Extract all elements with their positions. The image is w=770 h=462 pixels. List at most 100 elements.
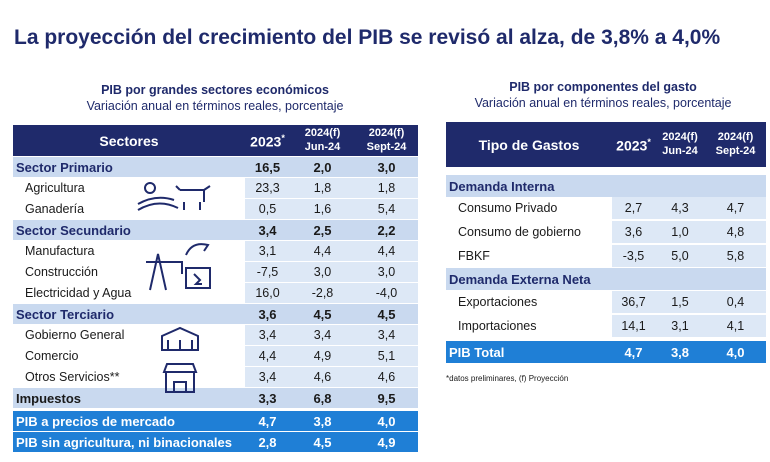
cell-value: 1,8 bbox=[377, 180, 396, 195]
cell-value: 23,3 bbox=[255, 180, 280, 195]
cell-value: 3,4 bbox=[258, 327, 277, 342]
row-bg bbox=[13, 432, 418, 453]
cell-value: 3,1 bbox=[258, 243, 277, 258]
column-header-sub: Jun-24 bbox=[304, 140, 341, 153]
cell-value: 5,0 bbox=[671, 248, 689, 263]
row-label: Importaciones bbox=[458, 318, 537, 333]
cell-value: 3,8 bbox=[313, 413, 332, 429]
row-label: Agricultura bbox=[25, 180, 85, 195]
table-subheading: Variación anual en términos reales, porc… bbox=[86, 99, 344, 113]
row-bg bbox=[245, 367, 418, 388]
cell-value: 0,5 bbox=[258, 201, 277, 216]
table-subheading: Variación anual en términos reales, porc… bbox=[474, 96, 732, 110]
row-label: Demanda Externa Neta bbox=[449, 271, 591, 287]
cell-value: 3,4 bbox=[377, 327, 396, 342]
row-line bbox=[13, 219, 418, 220]
row-label: PIB sin agricultura, ni binacionales bbox=[16, 434, 232, 450]
cell-value: 3,0 bbox=[377, 264, 396, 279]
table-heading: PIB por grandes sectores económicos bbox=[101, 83, 329, 97]
cell-value: 4,7 bbox=[624, 344, 643, 360]
row-bg bbox=[446, 341, 766, 364]
row-label: Exportaciones bbox=[458, 294, 538, 309]
row-line bbox=[13, 198, 418, 199]
row-line bbox=[13, 261, 418, 262]
row-bg bbox=[245, 199, 418, 220]
column-header: Sectores bbox=[99, 132, 159, 149]
cell-value: 4,0 bbox=[726, 344, 745, 360]
cell-value: 36,7 bbox=[621, 294, 646, 309]
cell-value: 4,5 bbox=[313, 434, 332, 450]
row-label: Comercio bbox=[25, 348, 79, 363]
row-line bbox=[13, 303, 418, 304]
column-header: 2023* bbox=[250, 132, 285, 150]
cell-value: 14,1 bbox=[621, 318, 646, 333]
cell-value: 4,5 bbox=[377, 306, 396, 322]
cell-value: 3,0 bbox=[377, 159, 396, 175]
table-header-bg bbox=[446, 122, 766, 167]
cell-value: 2,5 bbox=[313, 222, 332, 238]
row-line bbox=[446, 267, 766, 268]
cell-value: -2,8 bbox=[311, 285, 334, 300]
cell-value: 4,1 bbox=[726, 318, 745, 333]
row-bg bbox=[446, 175, 766, 198]
row-bg bbox=[612, 221, 766, 244]
column-header: 2024(f) bbox=[662, 130, 698, 143]
cell-value: 3,6 bbox=[258, 306, 277, 322]
row-bg bbox=[446, 268, 766, 291]
row-bg bbox=[13, 220, 418, 241]
cell-value: 2,7 bbox=[624, 200, 643, 215]
row-label: Consumo Privado bbox=[458, 200, 558, 215]
row-label: Sector Secundario bbox=[16, 222, 131, 238]
row-bg bbox=[612, 315, 766, 338]
column-header-sub: Sept-24 bbox=[366, 140, 407, 153]
cell-value: 3,0 bbox=[313, 264, 332, 279]
cell-value: 4,4 bbox=[258, 348, 277, 363]
cell-value: -4,0 bbox=[375, 285, 398, 300]
column-header: Tipo de Gastos bbox=[478, 136, 580, 153]
cell-value: 3,3 bbox=[258, 390, 277, 406]
cell-value: -3,5 bbox=[622, 248, 645, 263]
column-note: * bbox=[281, 132, 285, 143]
cell-value: 2,8 bbox=[258, 434, 277, 450]
row-line bbox=[13, 452, 418, 453]
footnote: *datos preliminares, (f) Proyección bbox=[446, 374, 569, 383]
row-bg bbox=[245, 346, 418, 367]
row-line bbox=[13, 408, 418, 409]
cell-value: 1,0 bbox=[671, 224, 689, 239]
row-bg bbox=[612, 291, 766, 314]
cell-value: 4,0 bbox=[377, 413, 396, 429]
cell-value: 3,6 bbox=[624, 224, 643, 239]
cell-value: 3,4 bbox=[258, 369, 277, 384]
row-bg bbox=[13, 388, 418, 409]
row-bg bbox=[245, 241, 418, 262]
cell-value: 1,8 bbox=[313, 180, 332, 195]
row-label: Construcción bbox=[25, 264, 98, 279]
cell-value: 3,8 bbox=[670, 344, 690, 360]
cell-value: 0,4 bbox=[726, 294, 745, 309]
column-header-sub: Jun-24 bbox=[662, 144, 698, 157]
cell-value: 2,2 bbox=[377, 222, 396, 238]
cell-value: 4,4 bbox=[377, 243, 396, 258]
row-line bbox=[446, 243, 766, 244]
cell-value: 4,8 bbox=[726, 224, 745, 239]
row-label: Sector Primario bbox=[16, 159, 113, 175]
cell-value: 1,5 bbox=[671, 294, 689, 309]
row-label: Ganadería bbox=[25, 201, 85, 216]
column-header: 2023* bbox=[616, 136, 651, 154]
row-line bbox=[446, 313, 766, 314]
column-note: * bbox=[647, 136, 651, 147]
cell-value: 4,6 bbox=[313, 369, 332, 384]
row-bg bbox=[245, 283, 418, 304]
cell-value: 3,1 bbox=[671, 318, 689, 333]
cell-value: 5,4 bbox=[377, 201, 396, 216]
row-line bbox=[446, 337, 766, 338]
row-label: PIB Total bbox=[449, 344, 505, 360]
row-line bbox=[13, 366, 418, 367]
row-label: Demanda Interna bbox=[449, 178, 555, 194]
row-bg bbox=[13, 304, 418, 325]
row-label: Otros Servicios** bbox=[25, 369, 120, 384]
cell-value: 5,8 bbox=[726, 248, 745, 263]
cell-value: 4,6 bbox=[377, 369, 396, 384]
